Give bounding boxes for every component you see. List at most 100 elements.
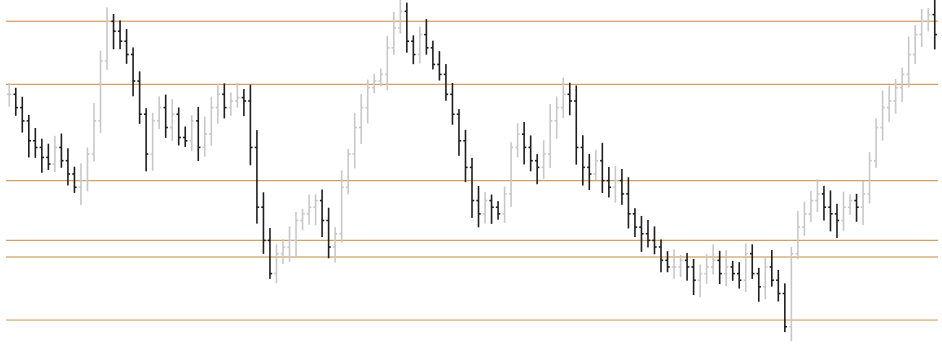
price-bar <box>456 109 462 156</box>
price-bar <box>39 138 45 173</box>
price-bar <box>463 129 468 183</box>
price-bar <box>808 190 814 222</box>
price-bar <box>750 244 755 279</box>
price-bar <box>730 260 735 281</box>
price-bar <box>763 255 768 300</box>
price-bar <box>828 190 833 232</box>
price-bar <box>593 149 599 180</box>
price-bar <box>932 0 937 50</box>
price-bar <box>489 194 494 224</box>
price-bar <box>450 82 455 125</box>
price-bar <box>326 207 331 259</box>
price-bar <box>821 185 827 221</box>
price-bar <box>222 83 227 119</box>
price-bar <box>678 254 683 278</box>
price-bar <box>280 239 286 264</box>
price-bar <box>430 40 436 70</box>
price-bar <box>150 112 155 171</box>
price-bar <box>345 148 351 195</box>
price-bar <box>684 252 690 281</box>
price-bar <box>632 208 638 238</box>
price-bar <box>834 203 840 239</box>
price-bar <box>365 79 370 124</box>
price-bar <box>332 227 338 263</box>
price-bar <box>176 107 181 146</box>
price-bar <box>639 215 644 252</box>
price-bar <box>815 179 820 213</box>
price-bar <box>515 123 520 158</box>
price-bar <box>880 90 885 141</box>
price-bar <box>13 87 18 116</box>
price-bar <box>737 262 742 289</box>
price-bar <box>300 208 305 231</box>
price-bar <box>769 250 775 287</box>
price-bar <box>580 135 585 186</box>
price-bar <box>183 126 188 147</box>
price-bar <box>476 186 481 228</box>
price-bar <box>574 85 579 165</box>
price-bar <box>202 116 207 157</box>
price-bar <box>274 244 279 284</box>
price-bar <box>417 26 423 64</box>
price-bar <box>411 35 416 65</box>
price-bar <box>554 96 559 139</box>
price-bar <box>802 201 807 236</box>
price-bar <box>104 7 110 70</box>
price-bar <box>469 157 475 218</box>
price-bar <box>528 135 533 172</box>
price-bar <box>893 79 898 114</box>
price-bar <box>424 19 429 55</box>
price-bar <box>169 99 175 142</box>
price-bar <box>619 168 625 205</box>
price-bar <box>248 84 253 166</box>
price-bar <box>65 148 71 186</box>
price-bar <box>789 247 794 342</box>
price-bar <box>339 170 344 243</box>
price-bar <box>293 211 299 259</box>
price-bar <box>776 269 781 302</box>
price-bar <box>912 25 918 64</box>
price-bar <box>235 82 240 108</box>
price-bar <box>697 264 703 298</box>
price-bar <box>385 35 390 91</box>
price-bar <box>926 8 931 32</box>
price-bar <box>404 2 410 53</box>
price-bar <box>85 147 90 192</box>
price-bar <box>587 153 592 190</box>
price-bar <box>130 47 136 97</box>
price-bar <box>534 154 540 185</box>
price-bar <box>495 201 501 220</box>
price-bar <box>873 118 879 168</box>
price-bar <box>319 189 325 238</box>
price-bar <box>228 92 234 116</box>
price-bar <box>111 14 116 50</box>
price-bar <box>143 108 149 172</box>
price-bar <box>46 143 51 171</box>
price-bar <box>189 115 194 152</box>
price-bar <box>398 0 403 34</box>
price-bar <box>117 20 123 50</box>
price-bar <box>372 73 377 94</box>
price-bar <box>886 85 892 122</box>
price-bar <box>20 96 25 133</box>
price-bar <box>91 103 97 162</box>
price-bar <box>723 250 729 287</box>
price-bar <box>710 244 716 275</box>
price-bar <box>352 113 357 169</box>
price-bar <box>541 140 546 179</box>
price-bar <box>267 228 273 279</box>
price-bar <box>854 193 859 222</box>
price-bar <box>919 8 924 48</box>
price-bar <box>521 122 527 165</box>
price-bar <box>561 77 566 119</box>
price-bar <box>717 250 722 285</box>
price-bar <box>502 186 507 223</box>
price-bar <box>59 133 64 168</box>
price-bar <box>241 89 247 117</box>
price-bar <box>756 267 761 302</box>
price-bar <box>841 191 846 231</box>
price-bar <box>906 36 911 88</box>
price-bar <box>359 93 364 145</box>
price-bar <box>899 67 905 103</box>
